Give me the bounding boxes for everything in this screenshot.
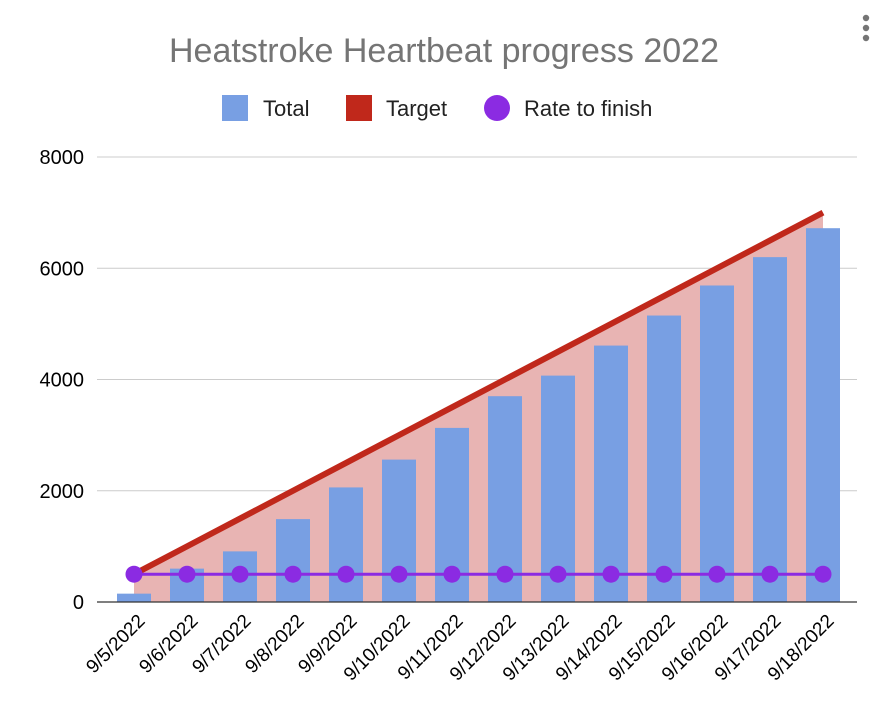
x-axis-ticks: 9/5/20229/6/20229/7/20229/8/20229/9/2022… bbox=[82, 611, 838, 686]
y-axis-ticks: 0 2000 4000 6000 8000 bbox=[40, 147, 85, 614]
rate-point[interactable] bbox=[761, 565, 779, 583]
y-tick-label: 8000 bbox=[40, 147, 85, 169]
rate-line bbox=[125, 565, 832, 583]
rate-point[interactable] bbox=[549, 565, 567, 583]
rate-point[interactable] bbox=[390, 565, 408, 583]
total-bars bbox=[117, 228, 840, 602]
legend-label-rate: Rate to finish bbox=[524, 96, 652, 121]
rate-point[interactable] bbox=[655, 565, 673, 583]
rate-point[interactable] bbox=[443, 565, 461, 583]
bar-total[interactable] bbox=[117, 593, 151, 602]
legend-item-target[interactable]: Target bbox=[346, 95, 447, 121]
rate-point[interactable] bbox=[125, 565, 143, 583]
bar-total[interactable] bbox=[753, 257, 787, 602]
rate-point[interactable] bbox=[814, 565, 832, 583]
rate-point[interactable] bbox=[496, 565, 514, 583]
y-tick-label: 6000 bbox=[40, 258, 85, 280]
rate-point[interactable] bbox=[231, 565, 249, 583]
bar-total[interactable] bbox=[594, 345, 628, 602]
rate-point[interactable] bbox=[602, 565, 620, 583]
legend-item-total[interactable]: Total bbox=[222, 95, 309, 121]
bar-total[interactable] bbox=[806, 228, 840, 602]
rate-point[interactable] bbox=[708, 565, 726, 583]
bar-total[interactable] bbox=[541, 375, 575, 602]
more-vert-icon[interactable] bbox=[862, 14, 870, 42]
bar-total[interactable] bbox=[700, 285, 734, 602]
legend-label-total: Total bbox=[263, 96, 309, 121]
bar-total[interactable] bbox=[329, 487, 363, 602]
y-tick-label: 0 bbox=[73, 592, 84, 614]
rate-point[interactable] bbox=[337, 565, 355, 583]
y-tick-label: 2000 bbox=[40, 481, 85, 503]
legend: Total Target Rate to finish bbox=[222, 95, 652, 121]
target-line bbox=[132, 209, 825, 577]
legend-label-target: Target bbox=[386, 96, 447, 121]
rate-point[interactable] bbox=[178, 565, 196, 583]
rate-point[interactable] bbox=[284, 565, 302, 583]
bar-total[interactable] bbox=[647, 315, 681, 602]
legend-item-rate[interactable]: Rate to finish bbox=[484, 95, 652, 121]
target-series-line bbox=[132, 209, 825, 577]
bar-total[interactable] bbox=[276, 519, 310, 602]
chart-title: Heatstroke Heartbeat progress 2022 bbox=[169, 32, 719, 70]
y-tick-label: 4000 bbox=[40, 370, 85, 392]
